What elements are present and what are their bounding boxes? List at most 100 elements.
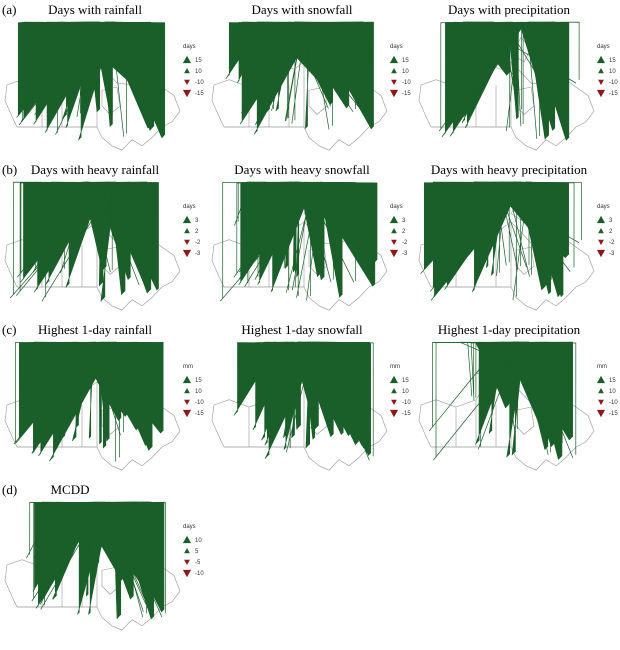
legend-symbol — [182, 215, 192, 224]
row-label: (c) — [2, 322, 16, 337]
station-marker — [241, 21, 297, 114]
legend-level: 10 — [195, 389, 202, 395]
legend-symbol — [389, 375, 399, 384]
station-marker — [110, 21, 127, 137]
station-marker — [87, 182, 113, 273]
station-marker — [524, 181, 563, 298]
panel: Days with precipitation days 15 10 -10 -15 — [418, 2, 618, 151]
legend-unit: days — [183, 204, 196, 210]
map — [4, 181, 181, 311]
panel: MCDD days 10 5 -5 -10 — [4, 482, 204, 631]
legend-symbol — [598, 79, 604, 86]
map — [211, 341, 388, 471]
legend-level: -3 — [609, 251, 615, 257]
legend-level: 10 — [402, 69, 409, 75]
legend-level: -2 — [609, 240, 615, 246]
station-marker — [261, 341, 304, 441]
panel-title: Highest 1-day rainfall — [38, 322, 152, 337]
legend-symbol — [182, 55, 192, 64]
legend-symbol — [596, 89, 606, 98]
legend-level: 15 — [609, 58, 616, 64]
station-marker — [456, 22, 506, 116]
panel: Days with rainfall days 15 10 -10 -15 — [4, 2, 204, 151]
legend-symbol — [391, 227, 397, 234]
legend-level: -10 — [609, 400, 618, 406]
legend-symbol — [598, 399, 604, 406]
station-marker — [62, 21, 95, 120]
station-marker — [238, 182, 303, 280]
row-label: (b) — [2, 162, 17, 177]
legend-level: -15 — [195, 411, 204, 417]
legend-level: -5 — [195, 560, 201, 566]
legend-unit: mm — [597, 364, 607, 370]
legend-symbol — [182, 409, 192, 418]
legend-symbol — [182, 569, 192, 578]
legend-level: -10 — [195, 80, 204, 86]
legend-symbol — [391, 79, 397, 86]
legend-unit: days — [183, 44, 196, 50]
legend-level: 10 — [195, 538, 202, 544]
legend-level: -3 — [402, 251, 408, 257]
panel-title: Days with precipitation — [448, 2, 571, 17]
station-marker — [528, 21, 570, 141]
legend-level: -15 — [402, 91, 411, 97]
station-marker — [467, 342, 475, 397]
panel: Highest 1-day snowfall mm 15 10 -10 -15 — [211, 322, 411, 471]
row-label: (a) — [2, 2, 16, 17]
legend-symbol — [182, 89, 192, 98]
map — [211, 181, 388, 311]
legend-level: -2 — [402, 240, 408, 246]
panel-title: Days with heavy precipitation — [431, 162, 588, 177]
panel-title: Highest 1-day precipitation — [438, 322, 581, 337]
legend-symbol — [389, 215, 399, 224]
legend-level: 2 — [402, 229, 406, 235]
legend-symbol — [391, 67, 397, 74]
legend-level: 3 — [609, 218, 613, 224]
legend-symbol — [598, 67, 604, 74]
map — [418, 21, 595, 151]
legend-symbol — [391, 399, 397, 406]
station-marker — [459, 341, 569, 389]
station-marker — [75, 502, 124, 581]
legend-symbol — [389, 89, 399, 98]
legend-symbol — [182, 375, 192, 384]
legend-level: -10 — [402, 400, 411, 406]
panel-title: Days with rainfall — [48, 2, 142, 17]
panel: Days with heavy precipitation days 3 2 -2 -3 — [418, 162, 615, 311]
panel-title: Highest 1-day snowfall — [241, 322, 363, 337]
panel-title: Days with heavy snowfall — [234, 162, 370, 177]
legend-level: -3 — [195, 251, 201, 257]
legend-symbol — [389, 55, 399, 64]
station-marker — [527, 342, 563, 460]
legend-symbol — [184, 227, 190, 234]
legend-level: -15 — [609, 411, 618, 417]
legend-level: 15 — [402, 378, 409, 384]
legend-level: -2 — [195, 240, 201, 246]
legend-level: 15 — [195, 58, 202, 64]
map — [418, 181, 595, 311]
legend-symbol — [596, 55, 606, 64]
legend-level: 10 — [402, 389, 409, 395]
row-label: (d) — [2, 482, 17, 497]
station-marker — [477, 341, 519, 450]
panel-title: Days with heavy rainfall — [31, 162, 160, 177]
legend-level: 15 — [402, 58, 409, 64]
panel-title: MCDD — [50, 482, 89, 497]
legend-symbol — [184, 387, 190, 394]
legend-level: 2 — [609, 229, 613, 235]
station-marker — [310, 22, 333, 130]
legend-level: 10 — [195, 69, 202, 75]
legend-level: -15 — [402, 411, 411, 417]
legend-level: -10 — [195, 571, 204, 577]
legend-symbol — [182, 535, 192, 544]
legend-symbol — [184, 239, 190, 246]
station-marker — [428, 342, 502, 432]
station-marker — [259, 21, 364, 76]
legend-unit: days — [597, 44, 610, 50]
legend-symbol — [184, 547, 190, 554]
legend-level: 10 — [609, 389, 616, 395]
legend-level: -10 — [195, 400, 204, 406]
panel: Highest 1-day rainfall mm 15 10 -10 -15 — [4, 322, 204, 471]
legend-symbol — [598, 239, 604, 246]
